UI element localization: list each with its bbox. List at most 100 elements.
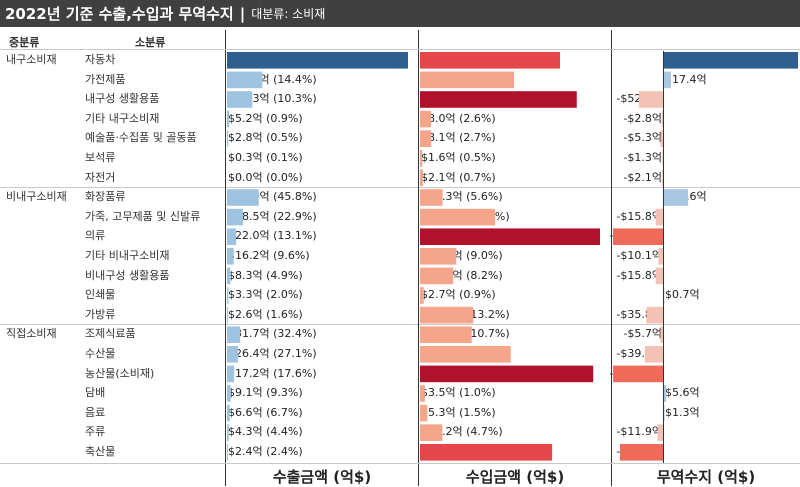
minor-category-label: 인쇄물 (85, 288, 116, 302)
group-divider (0, 187, 800, 189)
balance-bar (662, 150, 663, 167)
balance-bar (664, 52, 798, 69)
major-category-label: 비내구소비재 (6, 190, 67, 204)
export-value-label: $5.2억 (0.9%) (228, 111, 303, 125)
table-rule (0, 463, 800, 464)
balance-bar (658, 248, 663, 265)
import-bar (420, 71, 515, 89)
title-separator: | (239, 4, 246, 23)
header-major-category: 중분류 (9, 36, 40, 49)
balance-value-label: -$15.8억 (616, 209, 662, 223)
balance-value-label: $17.4억 (665, 72, 707, 86)
import-bar (420, 52, 561, 69)
export-bar (227, 444, 228, 461)
import-bar (420, 346, 511, 363)
export-bar (227, 306, 229, 324)
balance-bar (619, 444, 663, 461)
minor-category-label: 음료 (85, 405, 106, 419)
balance-bar (655, 208, 663, 226)
import-bar (420, 385, 425, 402)
balance-value-label: -$2.1억 (623, 170, 662, 184)
balance-value-label: -$15.8억 (616, 268, 662, 282)
export-value-label: $8.3억 (4.9%) (228, 268, 303, 282)
import-value-label: $3.5억 (1.0%) (421, 386, 496, 400)
minor-category-label: 가죽, 고무제품 및 신발류 (85, 209, 201, 223)
minor-category-label: 자동차 (85, 53, 116, 66)
import-value-label: $2.1억 (0.7%) (421, 170, 496, 184)
balance-bar (655, 267, 663, 285)
export-value-label: $0.3억 (0.1%) (228, 151, 303, 164)
import-bar (420, 424, 443, 441)
balance-bar (664, 189, 689, 206)
import-value-label: $8.0억 (2.6%) (421, 111, 496, 125)
balance-axis-label: 무역수지 (억$) (656, 468, 756, 486)
import-bar (420, 404, 428, 422)
export-bar (227, 267, 231, 285)
title-bar: 2022년 기준 수출,수입과 무역수지 | 대분류: 소비재 (0, 0, 800, 27)
export-bar (227, 326, 241, 343)
import-bar (420, 248, 457, 265)
export-bar (227, 208, 243, 226)
export-value-label: $16.2억 (9.6%) (228, 249, 310, 262)
import-bar (420, 365, 594, 383)
export-value-label: $9.1억 (9.3%) (228, 386, 303, 400)
export-value-label: $3.3억 (2.0%) (228, 288, 303, 302)
import-value-label: $2.7억 (0.9%) (421, 288, 496, 302)
balance-bar (644, 346, 663, 363)
balance-bar (613, 365, 663, 383)
balance-value-label: -$5.3억 (623, 131, 662, 145)
import-value-label: $8.1억 (2.7%) (421, 131, 496, 145)
balance-bar (661, 110, 663, 128)
minor-category-label: 가전제품 (85, 72, 126, 86)
balance-value-label: -$10.1억 (616, 249, 662, 262)
chart-title: 2022년 기준 수출,수입과 무역수지 (5, 5, 234, 23)
export-value-label: $6.6억 (6.7%) (228, 405, 303, 419)
table-rule (0, 49, 800, 50)
export-value-label: $2.4억 (2.4%) (228, 445, 303, 458)
minor-category-label: 주류 (85, 425, 106, 439)
balance-value-label: -$5.7억 (623, 327, 662, 341)
export-value-label: $38.5억 (22.9%) (228, 209, 317, 223)
minor-category-label: 담배 (85, 386, 106, 400)
minor-category-label: 축산물 (85, 445, 116, 458)
header-minor-category: 소분류 (135, 36, 166, 49)
minor-category-label: 기타 내구소비재 (85, 111, 160, 125)
axis-line (225, 30, 226, 486)
export-axis-label: 수출금액 (억$) (272, 468, 372, 486)
minor-category-label: 기타 비내구소비재 (85, 249, 170, 262)
import-bar (420, 130, 432, 147)
export-value-label: $26.4억 (27.1%) (228, 347, 317, 360)
balance-value-label: $0.7억 (665, 288, 700, 302)
import-bar (420, 228, 600, 245)
export-bar (227, 110, 230, 128)
balance-value-label: -$1.3억 (623, 151, 662, 164)
import-bar (420, 169, 423, 187)
balance-value-label: -$2.8억 (623, 111, 662, 125)
axis-line (663, 51, 664, 463)
export-bar (227, 130, 229, 147)
export-value-label: $31.7억 (32.4%) (228, 327, 317, 341)
balance-bar (638, 91, 663, 108)
axis-line (611, 30, 612, 486)
export-bar (227, 228, 237, 245)
balance-value-label: $1.3억 (665, 405, 700, 419)
balance-bar (664, 71, 671, 89)
minor-category-label: 조제식료품 (85, 327, 136, 341)
export-bar (227, 91, 253, 108)
minor-category-label: 비내구성 생활용품 (85, 268, 170, 282)
import-bar (420, 110, 432, 128)
balance-bar (613, 228, 663, 245)
export-bar (227, 248, 234, 265)
import-value-label: $5.3억 (1.5%) (421, 405, 496, 419)
import-bar (420, 208, 496, 226)
minor-category-label: 농산물(소비재) (85, 366, 155, 380)
export-value-label: $0.0억 (0.0%) (228, 170, 303, 184)
minor-category-label: 수산물 (85, 347, 116, 360)
minor-category-label: 예술품·수집품 및 골동품 (85, 131, 197, 145)
major-category-label: 직접소비재 (6, 327, 57, 341)
balance-bar (664, 385, 667, 402)
minor-category-label: 의류 (85, 229, 106, 243)
balance-value-label: -$11.9억 (616, 425, 662, 439)
export-value-label: $2.8억 (0.5%) (228, 131, 303, 145)
balance-bar (657, 424, 663, 441)
